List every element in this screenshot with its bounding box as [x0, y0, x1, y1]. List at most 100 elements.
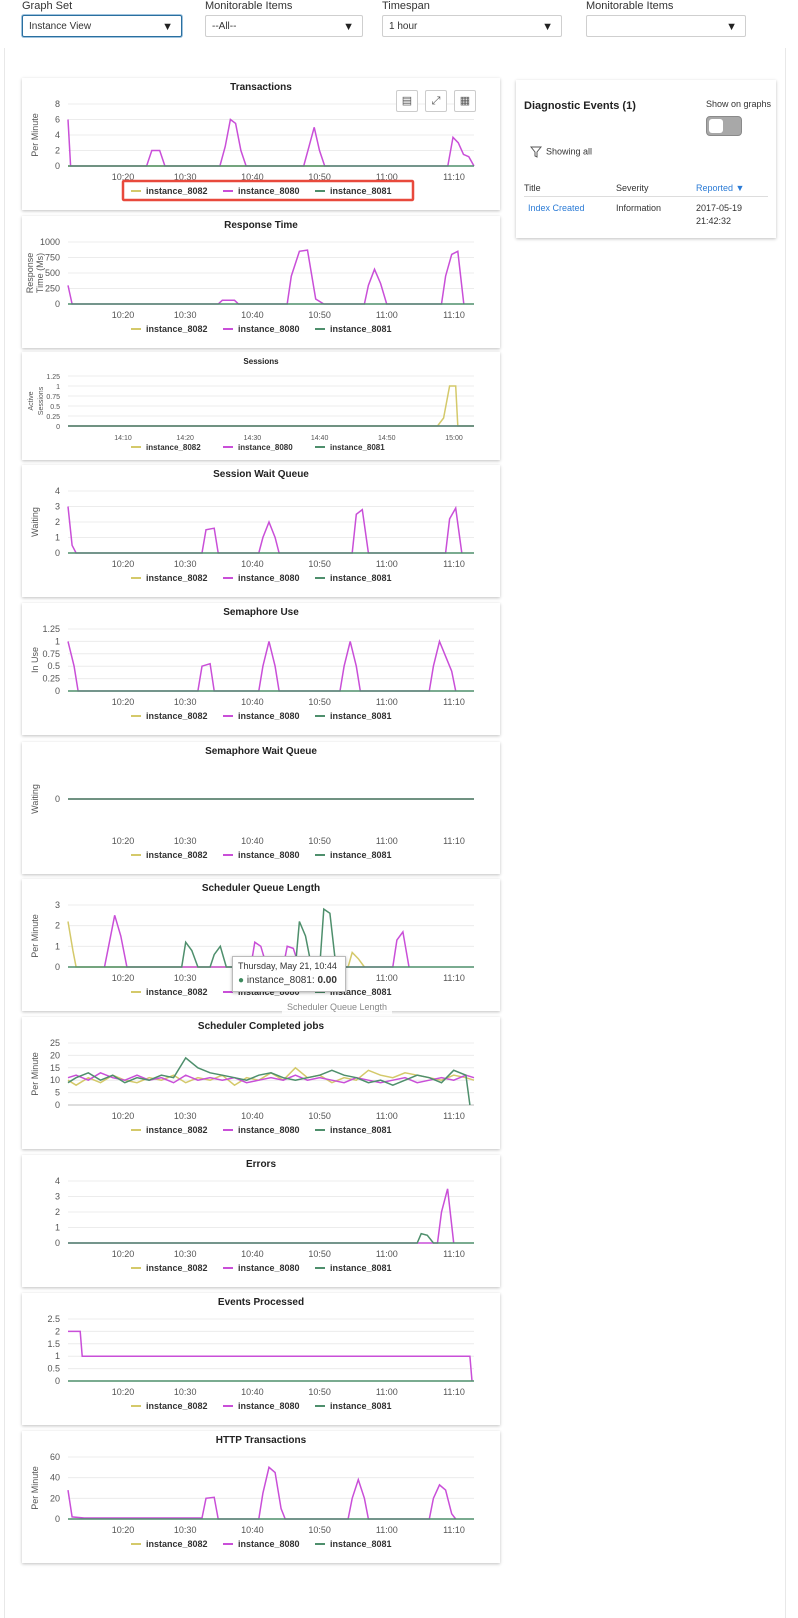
semaphore-use-legend-instance_8082[interactable]: instance_8082: [146, 711, 208, 721]
semaphore-use-legend-instance_8081[interactable]: instance_8081: [330, 711, 392, 721]
errors-legend-instance_8081[interactable]: instance_8081: [330, 1263, 392, 1273]
transactions-title: Transactions: [230, 82, 292, 93]
column-title[interactable]: Title: [524, 183, 541, 193]
scheduler-queue-length-y-axis-label: Per Minute: [30, 914, 40, 958]
grid-icon[interactable]: ▦: [454, 90, 476, 112]
filter-icon: [530, 146, 542, 158]
events-processed-legend-instance_8082[interactable]: instance_8082: [146, 1401, 208, 1411]
errors-legend-instance_8080[interactable]: instance_8080: [238, 1263, 300, 1273]
response-time-legend-instance_8081[interactable]: instance_8081: [330, 324, 392, 334]
filter-bar: Graph Set Instance View ▼ Monitorable Items…: [0, 0, 798, 48]
response-time-x-tick: 11:10: [443, 310, 465, 320]
scheduler-completed-jobs-x-tick: 11:00: [376, 1111, 398, 1121]
timespan-dropdown-arrow-icon: ▼: [542, 21, 553, 33]
semaphore-wait-queue-y-axis-label: Waiting: [30, 784, 40, 814]
semaphore-use-legend-instance_8080[interactable]: instance_8080: [238, 711, 300, 721]
events-processed-x-tick: 10:20: [112, 1387, 135, 1397]
errors-y-tick: 0: [55, 1238, 60, 1248]
scheduler-completed-jobs-legend-instance_8081[interactable]: instance_8081: [330, 1125, 392, 1135]
transactions-chart-card: Transactions Per Minute 0 2 4 6 8 10:20 10:30 10:…: [22, 78, 500, 210]
http-transactions-legend-instance_8080[interactable]: instance_8080: [238, 1539, 300, 1549]
events-processed-legend-instance_8080[interactable]: instance_8080: [238, 1401, 300, 1411]
response-time-legend-instance_8082[interactable]: instance_8082: [146, 324, 208, 334]
errors-series-instance_8081: [68, 1232, 474, 1244]
session-wait-queue-legend-instance_8081[interactable]: instance_8081: [330, 573, 392, 583]
semaphore-wait-queue-legend-instance_8082[interactable]: instance_8082: [146, 850, 208, 860]
tooltip-date: Thursday, May 21, 10:44: [238, 961, 337, 971]
transactions-chart: Transactions Per Minute 0 2 4 6 8 10:20 10:30 10:…: [30, 82, 475, 202]
http-transactions-chart: HTTP Transactions Per Minute 0 20 40 60 10:20 1…: [30, 1435, 474, 1549]
event-title-link[interactable]: Index Created: [528, 203, 585, 213]
response-time-y-axis-label: Response: [25, 253, 35, 294]
semaphore-use-x-tick: 10:30: [174, 697, 197, 707]
expand-icon[interactable]: ⤢: [425, 90, 447, 112]
http-transactions-legend-instance_8081[interactable]: instance_8081: [330, 1539, 392, 1549]
http-transactions-chart-card: HTTP Transactions Per Minute 0 20 40 60 10:20 1…: [22, 1431, 500, 1563]
scheduler-completed-jobs-legend-instance_8082[interactable]: instance_8082: [146, 1125, 208, 1135]
http-transactions-x-tick: 10:40: [241, 1525, 264, 1535]
column-reported[interactable]: Reported ▼: [696, 183, 744, 193]
semaphore-wait-queue-x-tick: 10:40: [241, 836, 264, 846]
sessions-legend-instance_8080[interactable]: instance_8080: [238, 443, 293, 452]
timespan-label: Timespan: [382, 0, 430, 12]
response-time-legend-instance_8080[interactable]: instance_8080: [238, 324, 300, 334]
showing-all-filter[interactable]: Showing all: [530, 146, 592, 158]
sessions-title: Sessions: [243, 357, 279, 366]
monitorable-items-2-select[interactable]: ▼: [586, 15, 746, 37]
show-on-graphs-toggle[interactable]: [706, 116, 742, 136]
monitorable-items-select[interactable]: --All-- ▼: [205, 15, 363, 37]
sort-desc-icon: ▼: [735, 183, 745, 193]
scheduler-completed-jobs-x-tick: 10:30: [174, 1111, 197, 1121]
http-transactions-y-tick: 40: [50, 1473, 60, 1483]
errors-legend-instance_8082[interactable]: instance_8082: [146, 1263, 208, 1273]
scheduler-completed-jobs-y-tick: 15: [50, 1063, 60, 1073]
transactions-legend-instance_8082[interactable]: instance_8082: [146, 186, 208, 196]
events-processed-y-tick: 0.5: [47, 1364, 60, 1374]
http-transactions-x-tick: 10:20: [112, 1525, 135, 1535]
semaphore-use-title: Semaphore Use: [223, 607, 299, 618]
semaphore-use-x-tick: 10:40: [241, 697, 264, 707]
showing-all-label: Showing all: [546, 146, 593, 157]
sessions-x-tick: 15:00: [445, 435, 463, 442]
errors-x-tick: 10:20: [112, 1249, 135, 1259]
scheduler-queue-length-x-tick: 10:20: [112, 973, 135, 983]
semaphore-use-y-tick: 0.75: [42, 649, 60, 659]
http-transactions-legend-instance_8082[interactable]: instance_8082: [146, 1539, 208, 1549]
errors-x-tick: 10:40: [241, 1249, 264, 1259]
response-time-x-tick: 10:50: [308, 310, 331, 320]
scheduler-completed-jobs-chart-card: Scheduler Completed jobs Per Minute 0 5 10 15…: [22, 1017, 500, 1149]
http-transactions-x-tick: 11:00: [376, 1525, 398, 1535]
transactions-legend-instance_8080[interactable]: instance_8080: [238, 186, 300, 196]
sessions-legend-instance_8081[interactable]: instance_8081: [330, 443, 385, 452]
events-processed-legend-instance_8081[interactable]: instance_8081: [330, 1401, 392, 1411]
errors-x-tick: 11:00: [376, 1249, 398, 1259]
scheduler-completed-jobs-x-tick: 10:50: [308, 1111, 331, 1121]
sessions-legend-instance_8082[interactable]: instance_8082: [146, 443, 201, 452]
semaphore-wait-queue-chart-card: Semaphore Wait Queue Waiting 0 10:20 10:30 10…: [22, 742, 500, 874]
timespan-select[interactable]: 1 hour ▼: [382, 15, 562, 37]
transactions-legend-instance_8081[interactable]: instance_8081: [330, 186, 392, 196]
scheduler-queue-length-legend-instance_8080[interactable]: instance_8080: [238, 987, 300, 997]
scheduler-completed-jobs-series-instance_8080: [67, 1071, 475, 1084]
semaphore-wait-queue-legend-instance_8080[interactable]: instance_8080: [238, 850, 300, 860]
scheduler-queue-length-legend-instance_8081[interactable]: instance_8081: [330, 987, 392, 997]
transactions-y-tick: 0: [55, 161, 60, 171]
scheduler-queue-length-legend-instance_8082[interactable]: instance_8082: [146, 987, 208, 997]
tooltip-series-name: instance_8081: [246, 975, 312, 986]
session-wait-queue-y-tick: 2: [55, 517, 60, 527]
session-wait-queue-chart-card: Session Wait Queue Waiting 0 1 2 3 4 10:20 10:30…: [22, 465, 500, 597]
graph-set-select[interactable]: Instance View ▼: [22, 15, 182, 37]
column-severity[interactable]: Severity: [616, 183, 649, 193]
transactions-y-tick: 4: [55, 130, 60, 140]
semaphore-wait-queue-legend-instance_8081[interactable]: instance_8081: [330, 850, 392, 860]
session-wait-queue-legend-instance_8080[interactable]: instance_8080: [238, 573, 300, 583]
scheduler-completed-jobs-legend-instance_8080[interactable]: instance_8080: [238, 1125, 300, 1135]
response-time-series-instance_8080: [67, 249, 465, 305]
session-wait-queue-legend-instance_8082[interactable]: instance_8082: [146, 573, 208, 583]
calculator-icon[interactable]: ▤: [396, 90, 418, 112]
response-time-x-tick: 10:40: [241, 310, 264, 320]
response-time-chart: Response Time Response Time (Ms) 0 250 500 750…: [25, 220, 474, 334]
http-transactions-x-tick: 10:30: [174, 1525, 197, 1535]
column-reported-label: Reported: [696, 183, 734, 193]
graph-set-label: Graph Set: [22, 0, 73, 12]
